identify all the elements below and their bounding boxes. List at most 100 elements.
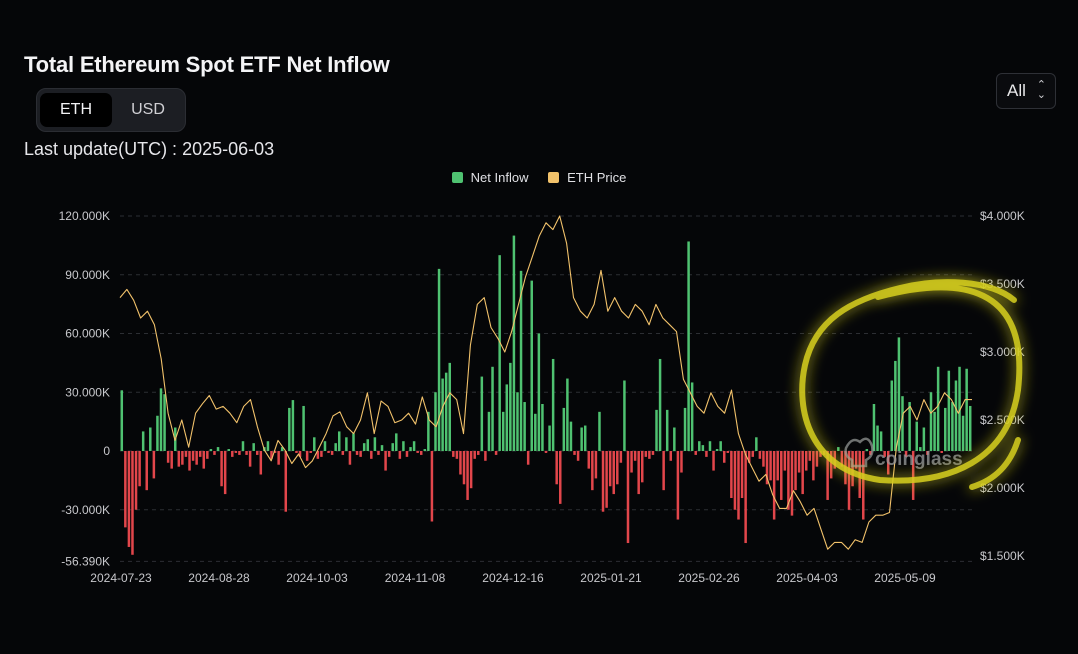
net-inflow-bar: [772, 451, 776, 520]
net-inflow-bar: [587, 451, 591, 469]
net-inflow-bar: [313, 437, 316, 451]
net-inflow-bar: [694, 451, 697, 455]
net-inflow-bar: [559, 451, 562, 504]
net-inflow-bar: [573, 451, 576, 455]
net-inflow-bar: [730, 451, 733, 498]
left-axis-tick-label: 60.000K: [65, 327, 110, 341]
net-inflow-bar: [444, 372, 448, 451]
net-inflow-bar: [911, 451, 915, 500]
x-axis-tick-label: 2024-07-23: [90, 571, 152, 585]
net-inflow-bar: [705, 451, 708, 457]
net-inflow-bar: [641, 451, 644, 483]
eth-price-swatch-icon: [548, 172, 560, 183]
net-inflow-bar: [181, 451, 184, 465]
net-inflow-bar: [391, 443, 394, 451]
net-inflow-bar: [598, 411, 601, 451]
net-inflow-bar: [280, 447, 284, 451]
net-inflow-bar: [141, 431, 145, 451]
net-inflow-bar: [580, 427, 583, 451]
net-inflow-bar: [812, 451, 815, 481]
net-inflow-bar: [480, 376, 484, 451]
net-inflow-bar: [808, 451, 812, 461]
unit-toggle: ETH USD: [36, 88, 186, 132]
net-inflow-bar: [519, 270, 523, 451]
net-inflow-bar: [462, 451, 466, 485]
net-inflow-bar: [680, 451, 683, 473]
net-inflow-bar: [897, 337, 901, 451]
net-inflow-bar: [124, 451, 127, 528]
net-inflow-bar: [676, 451, 680, 520]
eth-toggle-button[interactable]: ETH: [40, 93, 112, 127]
net-inflow-bar: [819, 451, 822, 457]
net-inflow-bar: [787, 451, 790, 510]
net-inflow-bar: [740, 451, 744, 498]
net-inflow-bar: [441, 378, 444, 451]
net-inflow-bar: [459, 451, 462, 475]
net-inflow-bar: [544, 451, 548, 453]
net-inflow-bar: [330, 451, 334, 455]
net-inflow-bar: [958, 366, 961, 451]
net-inflow-bar: [138, 451, 141, 487]
net-inflow-bar: [259, 451, 263, 475]
x-axis-tick-label: 2025-01-21: [580, 571, 642, 585]
left-axis-tick-label: 120.000K: [59, 209, 110, 223]
net-inflow-bar: [534, 413, 537, 451]
net-inflow-bar: [149, 427, 152, 451]
net-inflow-bar: [195, 451, 198, 465]
x-axis-tick-label: 2024-08-28: [188, 571, 250, 585]
net-inflow-bar: [726, 451, 730, 453]
net-inflow-bar: [616, 451, 619, 485]
net-inflow-bar: [619, 451, 623, 463]
net-inflow-bar: [163, 394, 166, 451]
net-inflow-bar: [876, 425, 879, 451]
net-inflow-bar: [241, 441, 245, 451]
net-inflow-bar: [926, 451, 929, 455]
legend-item-eth-price[interactable]: ETH Price: [548, 170, 626, 185]
net-inflow-bar: [794, 451, 797, 491]
net-inflow-bar: [127, 451, 131, 547]
net-inflow-bar: [883, 451, 886, 457]
net-inflow-bar: [402, 441, 405, 451]
usd-toggle-button[interactable]: USD: [131, 101, 165, 118]
net-inflow-bar: [395, 433, 398, 451]
net-inflow-bar: [566, 378, 569, 451]
net-inflow-bar: [198, 451, 202, 457]
net-inflow-bar: [188, 451, 191, 471]
left-axis-tick-label: -30.000K: [61, 503, 110, 517]
net-inflow-bar: [751, 451, 755, 457]
net-inflow-bar: [919, 447, 922, 451]
net-inflow-bar: [177, 451, 181, 467]
x-axis-tick-label: 2025-05-09: [874, 571, 936, 585]
net-inflow-bar: [234, 451, 238, 453]
net-inflow-bar: [665, 409, 669, 451]
net-inflow-bar: [733, 451, 737, 510]
range-select[interactable]: All ⌃ ⌄: [996, 73, 1056, 109]
net-inflow-bar: [398, 451, 402, 459]
legend-item-net-inflow[interactable]: Net Inflow: [451, 170, 528, 185]
net-inflow-bar: [152, 451, 156, 479]
x-axis-tick-label: 2025-04-03: [776, 571, 838, 585]
net-inflow-bar: [494, 451, 498, 455]
net-inflow-bar: [302, 405, 305, 451]
net-inflow-bar: [854, 451, 858, 469]
net-inflow-bar: [295, 451, 298, 453]
net-inflow-bar: [890, 380, 894, 451]
net-inflow-bar: [594, 451, 598, 479]
net-inflow-bar: [227, 449, 230, 451]
net-inflow-bar: [484, 451, 487, 461]
net-inflow-bar: [904, 451, 908, 457]
net-inflow-bar: [455, 451, 459, 459]
net-inflow-bar: [933, 411, 936, 451]
net-inflow-bar: [569, 421, 573, 451]
net-inflow-bar: [576, 451, 580, 461]
net-inflow-bar: [915, 421, 918, 451]
net-inflow-bar: [288, 407, 291, 451]
net-inflow-bar: [755, 437, 758, 451]
net-inflow-bar: [487, 411, 491, 451]
net-inflow-bar: [523, 402, 526, 451]
net-inflow-bar: [651, 451, 655, 455]
coinglass-logo-icon: [844, 437, 874, 468]
net-inflow-bar: [423, 449, 427, 451]
net-inflow-bar: [434, 392, 437, 451]
net-inflow-bar: [908, 402, 911, 451]
